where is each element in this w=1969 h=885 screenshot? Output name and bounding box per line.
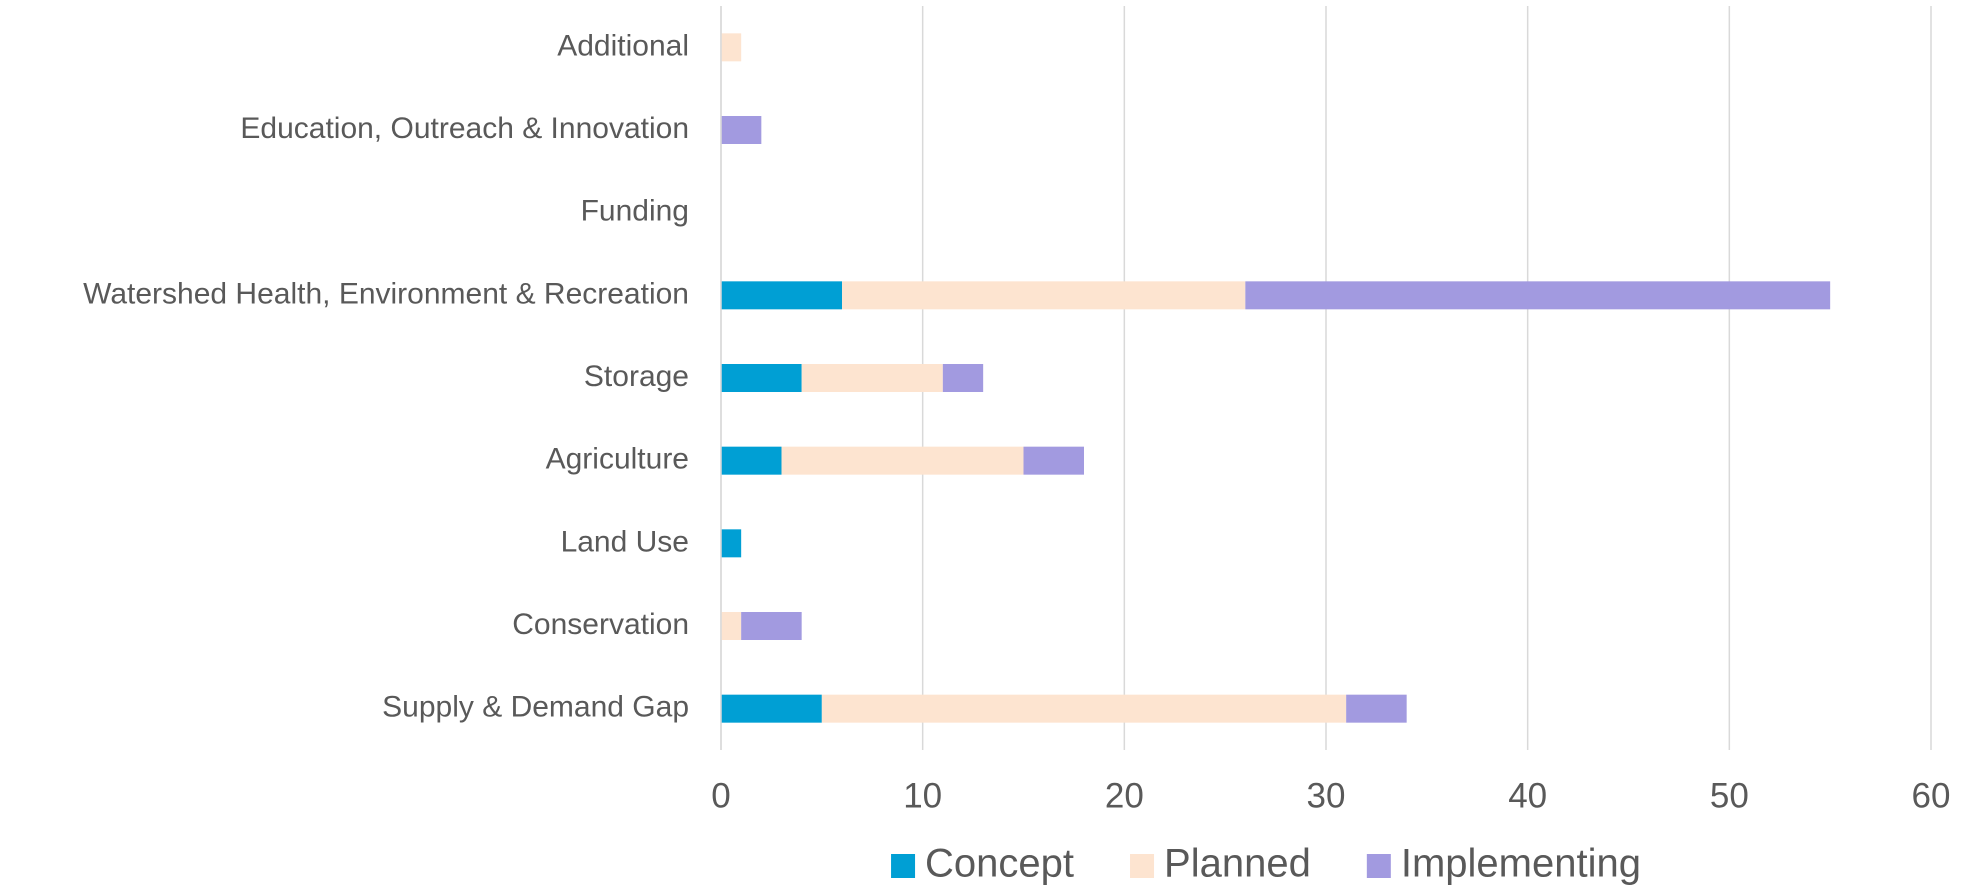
x-tick-label: 0 [711,776,730,815]
bar [721,364,802,392]
bar [842,281,1246,310]
legend-label: Concept [925,842,1074,885]
y-tick-label: Supply & Demand Gap [382,691,689,724]
bar [821,694,1347,723]
legend-label: Implementing [1401,842,1641,885]
x-tick-label: 30 [1307,776,1346,815]
y-tick-label: Agriculture [546,443,689,476]
bar [721,529,742,558]
y-tick-label: Land Use [561,525,689,558]
y-tick-label: Education, Outreach & Innovation [240,112,689,145]
legend-label: Planned [1164,842,1311,885]
y-tick-label: Storage [584,360,689,393]
legend-swatch [1130,854,1155,878]
bar [721,116,762,144]
bar [1245,281,1831,310]
legend-swatch [1366,854,1391,878]
x-tick-label: 60 [1912,776,1951,815]
y-tick-label: Additional [557,29,689,62]
bar [721,33,742,62]
x-tick-label: 20 [1105,776,1144,815]
y-tick-label: Funding [581,195,689,228]
x-tick-label: 40 [1508,776,1547,815]
legend-swatch [891,854,916,878]
bar [1346,694,1407,723]
bar [721,694,822,723]
bar [741,612,802,640]
y-tick-label: Conservation [512,608,689,641]
bar [1023,446,1084,475]
bar [721,281,842,310]
x-tick-label: 10 [903,776,942,815]
bar [721,446,782,475]
bar [781,446,1024,475]
bar [942,364,984,392]
bar [801,364,943,392]
y-tick-label: Watershed Health, Environment & Recreati… [83,277,689,310]
x-tick-label: 50 [1710,776,1749,815]
bar [721,612,742,640]
